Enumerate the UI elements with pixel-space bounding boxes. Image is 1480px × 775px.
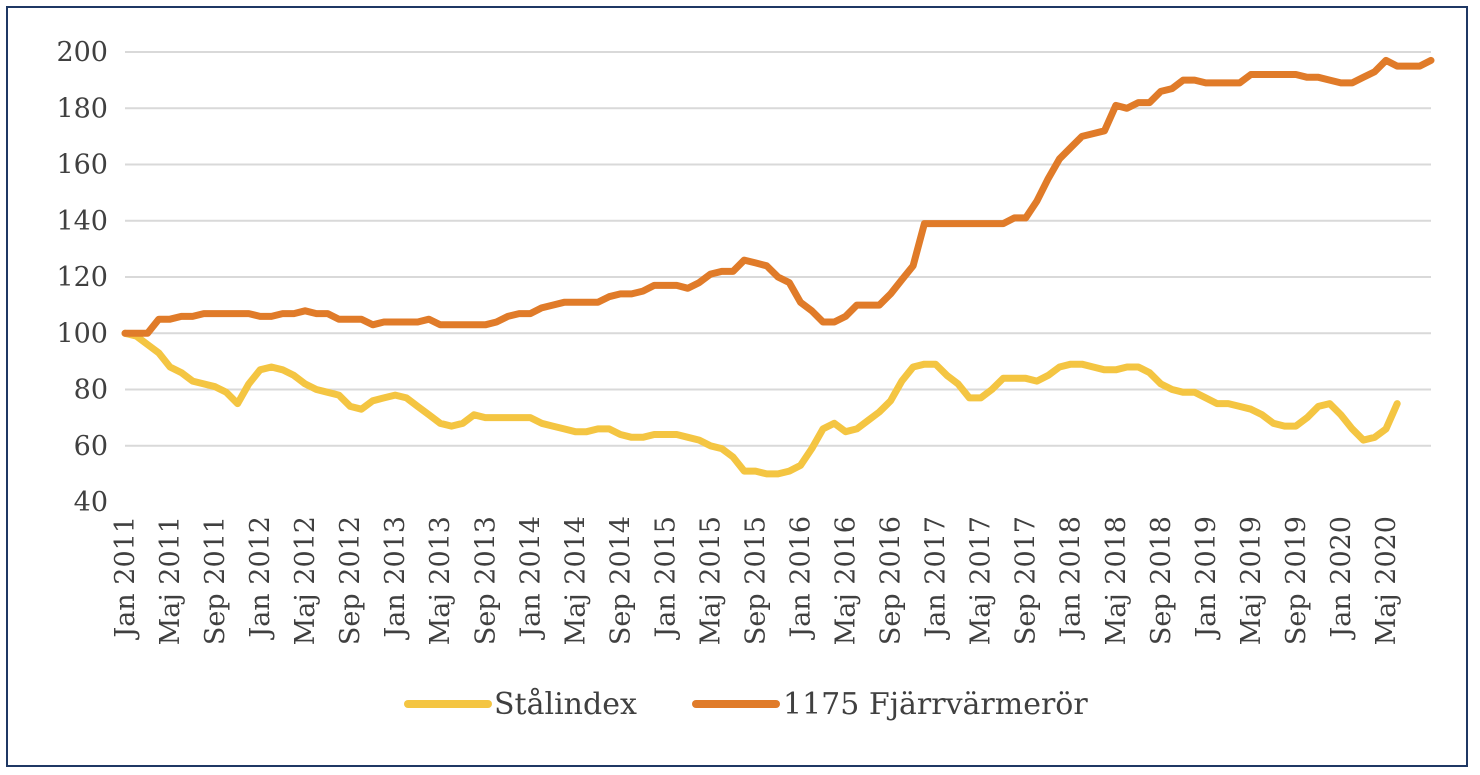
x-tick-label: Sep 2016 <box>876 516 907 645</box>
x-tick-label: Maj 2020 <box>1371 516 1402 645</box>
y-axis-ticks: 40 60 80 100 120 140 160 180 200 <box>56 37 108 518</box>
x-tick-label: Maj 2017 <box>966 516 997 645</box>
x-axis-ticks: Jan 2011 Maj 2011 Sep 2011 Jan 2012 Maj 2012… <box>110 516 1402 645</box>
x-tick-label: Sep 2012 <box>335 516 366 645</box>
chart-frame: 40 60 80 100 120 140 160 180 200 Jan 2011 Maj 201… <box>6 6 1468 767</box>
series-line-0 <box>121 329 1401 478</box>
y-tick-label: 120 <box>56 262 108 293</box>
x-tick-label: Maj 2016 <box>831 516 862 645</box>
x-tick-label: Maj 2013 <box>425 516 456 645</box>
y-tick-label: 140 <box>56 206 108 237</box>
y-tick-label: 100 <box>56 318 108 349</box>
legend-label-1: 1175 Fjärrvärmerör <box>783 687 1088 722</box>
x-tick-label: Jan 2013 <box>380 516 411 641</box>
x-tick-label: Maj 2018 <box>1101 516 1132 645</box>
x-tick-label: Jan 2017 <box>921 516 952 641</box>
x-tick-label: Sep 2014 <box>605 516 636 645</box>
x-tick-label: Jan 2011 <box>110 516 141 641</box>
series-line-1 <box>121 56 1435 337</box>
x-tick-label: Sep 2015 <box>740 516 771 645</box>
x-tick-label: Maj 2012 <box>290 516 321 645</box>
x-tick-label: Jan 2016 <box>786 516 817 641</box>
x-tick-label: Maj 2015 <box>695 516 726 645</box>
y-tick-label: 80 <box>74 375 108 406</box>
x-tick-label: Jan 2015 <box>650 516 681 641</box>
legend-label-0: Stålindex <box>494 687 637 722</box>
x-tick-label: Jan 2020 <box>1326 516 1357 641</box>
x-tick-label: Sep 2019 <box>1281 516 1312 645</box>
y-tick-label: 200 <box>56 37 108 68</box>
x-tick-label: Sep 2011 <box>200 516 231 645</box>
y-tick-label: 160 <box>56 150 108 181</box>
legend: Stålindex 1175 Fjärrvärmerör <box>404 687 1088 722</box>
x-tick-label: Maj 2011 <box>155 516 186 645</box>
y-tick-label: 60 <box>74 431 108 462</box>
x-tick-label: Sep 2013 <box>470 516 501 645</box>
x-tick-label: Sep 2018 <box>1146 516 1177 645</box>
series-lines <box>121 56 1435 478</box>
gridlines <box>125 51 1431 447</box>
x-tick-label: Jan 2012 <box>245 516 276 641</box>
x-tick-label: Jan 2018 <box>1056 516 1087 641</box>
x-tick-label: Maj 2019 <box>1236 516 1267 645</box>
x-tick-label: Maj 2014 <box>560 516 591 645</box>
line-chart: 40 60 80 100 120 140 160 180 200 Jan 2011 Maj 201… <box>56 37 1435 722</box>
y-tick-label: 40 <box>74 487 108 518</box>
x-tick-label: Jan 2014 <box>515 516 546 641</box>
y-tick-label: 180 <box>56 93 108 124</box>
x-tick-label: Sep 2017 <box>1011 516 1042 645</box>
x-tick-label: Jan 2019 <box>1191 516 1222 641</box>
